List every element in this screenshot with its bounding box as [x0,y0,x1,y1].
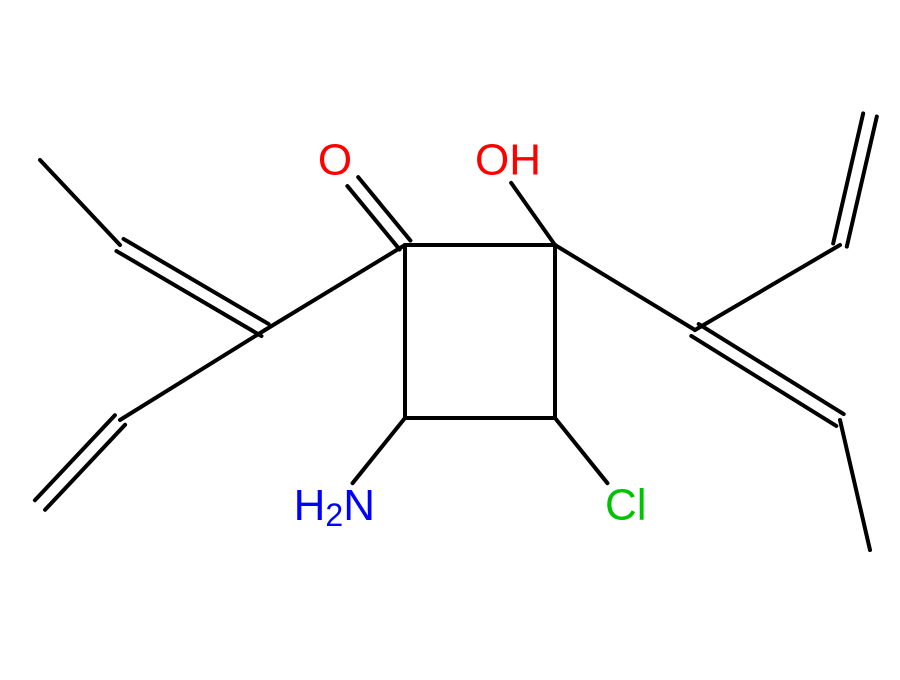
bond [847,117,877,247]
bond [555,418,607,483]
bond [353,418,405,483]
bond [116,251,261,336]
bond [265,245,405,330]
bond [45,425,125,510]
bond [35,415,115,500]
bond [691,336,836,426]
molecule-diagram: O OH Cl H2N [0,0,900,680]
bond [124,239,269,324]
bond [695,245,840,330]
bond [833,113,863,243]
bond [40,160,120,245]
atom-label-OH: OH [475,136,541,185]
atom-label-Cl: Cl [605,481,647,530]
bond [511,183,555,245]
bond [120,330,265,420]
atom-label-N: H2N [294,481,375,534]
atom-label-O_keto: O [318,136,352,185]
bond [555,245,695,330]
bond [699,324,844,414]
bond [840,420,870,550]
